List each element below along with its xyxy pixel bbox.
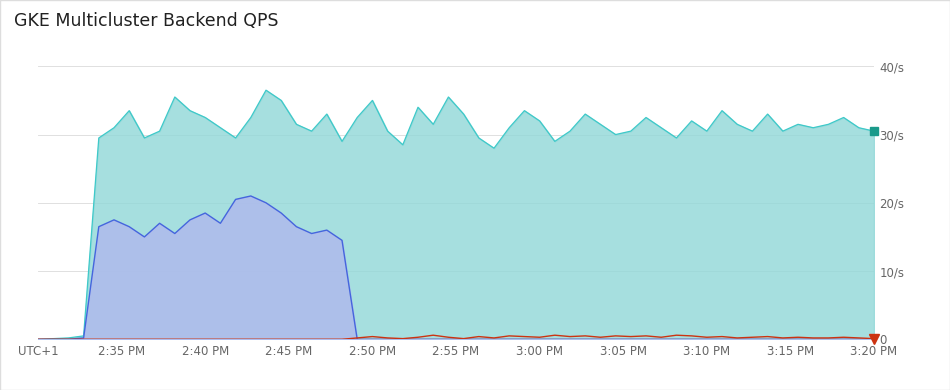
Text: GKE Multicluster Backend QPS: GKE Multicluster Backend QPS xyxy=(14,12,278,30)
